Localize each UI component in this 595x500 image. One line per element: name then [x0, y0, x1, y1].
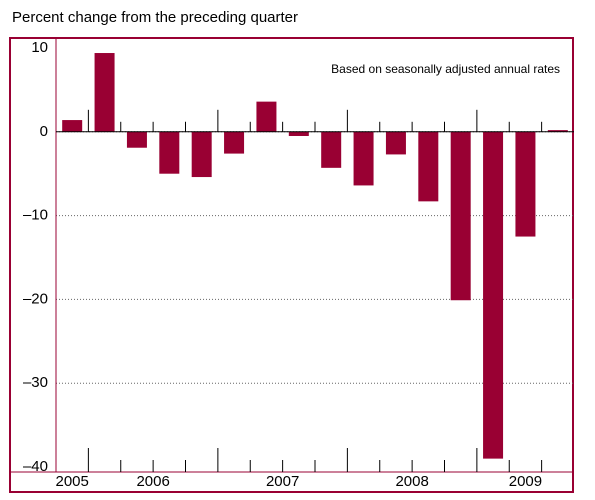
x-tick-label: 2008 — [395, 473, 428, 490]
y-tick-label: –20 — [23, 290, 48, 307]
bar — [191, 131, 212, 178]
y-tick-label: 10 — [31, 39, 48, 56]
x-tick-label: 2005 — [56, 473, 89, 490]
y-tick-label: 0 — [40, 123, 48, 140]
y-tick-label: –40 — [23, 458, 48, 475]
bar — [126, 131, 147, 148]
annotation: Based on seasonally adjusted annual rate… — [331, 62, 560, 76]
bar — [256, 101, 277, 132]
bar — [483, 131, 504, 459]
x-tick-label: 2009 — [509, 473, 542, 490]
bar — [321, 131, 342, 168]
x-tick-label: 2007 — [266, 473, 299, 490]
chart-title: Percent change from the preceding quarte… — [12, 9, 298, 26]
bar — [385, 131, 406, 155]
bar — [224, 131, 245, 154]
bar — [159, 131, 180, 174]
bar — [353, 131, 374, 186]
bar — [288, 131, 309, 136]
y-tick-label: –10 — [23, 207, 48, 224]
frame — [9, 37, 574, 493]
bar — [94, 53, 115, 132]
bar — [418, 131, 439, 202]
x-tick-label: 2006 — [136, 473, 169, 490]
bar — [515, 131, 536, 237]
bar — [450, 131, 471, 301]
bar — [547, 130, 568, 132]
bar — [62, 120, 83, 132]
y-tick-label: –30 — [23, 374, 48, 391]
